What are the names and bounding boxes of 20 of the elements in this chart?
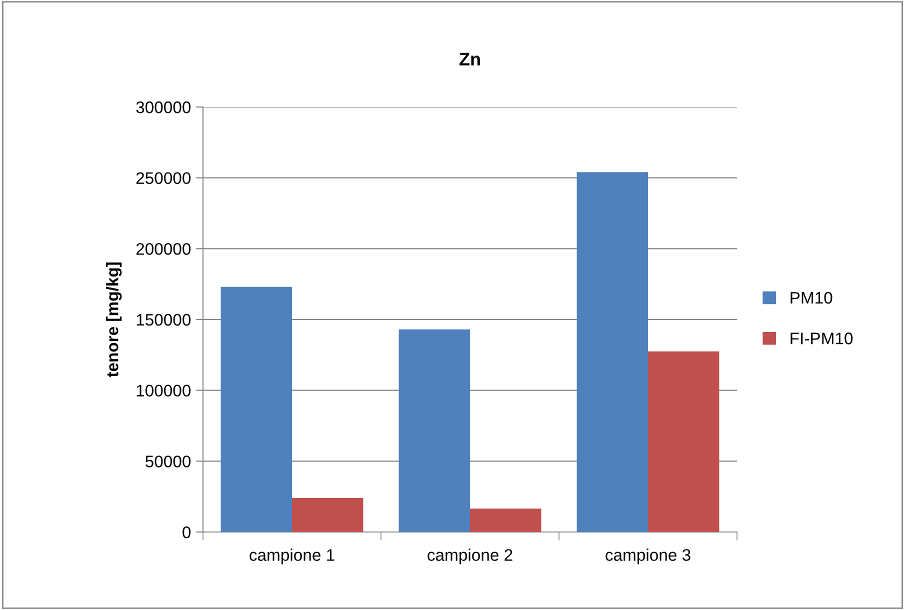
x-tick-label: campione 2 [428, 548, 512, 564]
bar [398, 329, 470, 532]
bar [220, 286, 292, 532]
x-tick-label: campione 1 [250, 548, 334, 564]
legend-label: FI-PM10 [790, 332, 853, 344]
bar [648, 351, 720, 532]
legend-label: PM10 [790, 292, 832, 304]
y-tick-label: 100000 [136, 384, 191, 397]
y-tick-label: 250000 [136, 172, 191, 184]
y-tick-label: 300000 [136, 101, 191, 114]
y-tick-label: 0 [182, 526, 191, 538]
bar [292, 498, 364, 532]
chart-title: Zn [460, 52, 480, 66]
y-axis-title: tenore [mg/kg] [106, 262, 122, 378]
y-tick-label: 50000 [146, 456, 191, 468]
y-tick-label: 150000 [136, 314, 191, 326]
bar [470, 508, 542, 532]
y-tick-label: 200000 [136, 243, 191, 255]
bar [576, 172, 648, 532]
x-tick-label: campione 3 [606, 548, 690, 564]
